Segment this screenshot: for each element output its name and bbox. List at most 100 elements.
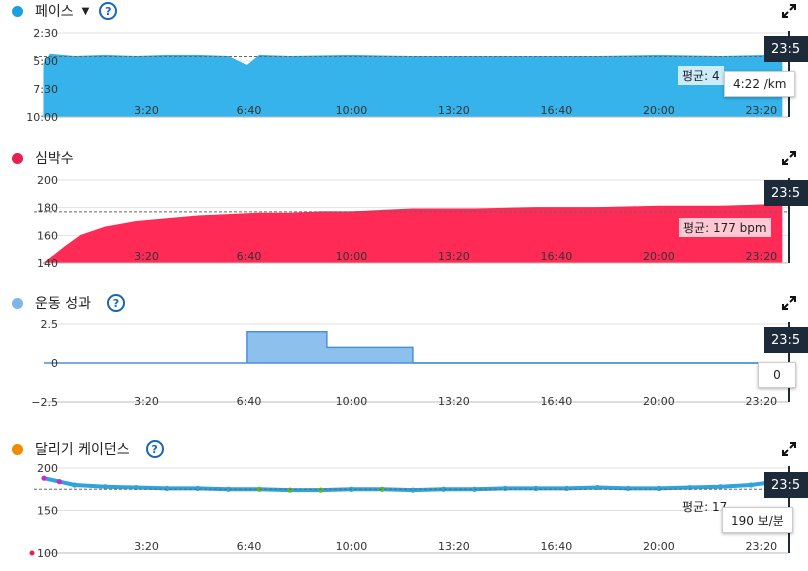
data-point [748,482,754,488]
pace-title-row: 페이스 ▼ ? [12,0,118,22]
outlier-point [29,550,35,556]
y-tick-label: 2:30 [33,27,58,40]
average-label: 평균: 4 [678,66,724,85]
x-tick-label: 20:00 [643,250,675,263]
data-point [379,486,385,492]
data-point [318,487,324,493]
x-tick-label: 10:00 [336,540,368,553]
performance-panel: 운동 성과 ? 2.5 0 −2.5 3:20 6:40 10:00 13:20 16:40 2… [0,292,808,417]
data-point [195,485,201,491]
heart-rate-chart: 200 180 160 140 3:20 6:40 10:00 13:20 16:40 20:00… [34,174,790,270]
heart-rate-panel: 심박수 200 180 160 140 3:20 6:40 10:00 13:20 16:40 2… [0,147,808,272]
cadence-panel: 달리기 케이던스 ? 200 150 100 3:20 6:40 10:00 13:20 16… [0,438,808,571]
x-tick-label: 10:00 [336,250,368,263]
data-point [564,485,570,491]
y-tick-label: 0 [51,357,58,370]
x-tick-label: 16:40 [541,104,573,117]
x-tick-label: 20:00 [643,395,675,408]
x-tick-label: 16:40 [541,395,573,408]
data-point [41,475,47,481]
data-point [656,485,662,491]
x-tick-label: 20:00 [643,104,675,117]
y-tick-label: 150 [37,505,58,518]
expand-icon[interactable] [782,442,796,456]
y-tick-label: 10:00 [26,111,58,124]
time-marker-label: 23:5 [764,180,808,206]
x-tick-label: 3:20 [134,250,159,263]
performance-chart: 2.5 0 −2.5 3:20 6:40 10:00 13:20 16:40 20:00 23:2… [31,318,790,409]
time-marker-label: 23:5 [764,327,808,353]
average-label: 평균: 17 [682,500,728,514]
x-tick-label: 3:20 [134,395,159,408]
x-tick-label: 3:20 [134,540,159,553]
x-tick-label: 20:00 [643,540,675,553]
expand-icon[interactable] [782,4,796,18]
data-point [625,485,631,491]
x-tick-label: 13:20 [438,540,470,553]
pace-title: 페이스 [35,4,74,20]
heart-rate-legend-dot [12,152,23,164]
x-tick-label: 23:20 [745,104,777,117]
data-point [502,485,508,491]
x-tick-label: 23:20 [745,395,777,408]
x-tick-label: 10:00 [336,395,368,408]
value-tooltip: 0 [758,362,796,388]
x-tick-label: 13:20 [438,104,470,117]
x-tick-label: 10:00 [336,104,368,117]
y-tick-label: 5:00 [33,55,58,68]
cadence-legend-dot [12,443,23,455]
data-point [287,487,293,493]
time-marker-label: 23:5 [764,36,808,62]
data-point [410,487,416,493]
pace-legend-dot [12,5,23,17]
y-tick-label: 200 [37,462,58,475]
x-tick-label: 23:20 [745,540,777,553]
data-point [164,485,170,491]
y-tick-label: 160 [37,229,58,242]
average-label: 평균: 177 bpm [679,218,771,237]
series-area [44,331,782,364]
x-tick-label: 16:40 [541,540,573,553]
pace-chart: 2:30 5:00 7:30 10:00 3:20 6:40 10:00 13:20 16:40… [26,27,790,124]
data-point [56,479,62,485]
data-point [72,482,78,488]
cadence-title: 달리기 케이던스 [35,442,130,458]
y-tick-label: 7:30 [33,83,58,96]
x-tick-label: 3:20 [134,104,159,117]
x-tick-label: 13:20 [438,395,470,408]
heart-rate-title-row: 심박수 [12,147,74,169]
x-tick-label: 13:20 [438,250,470,263]
help-icon[interactable]: ? [145,440,164,458]
series-line [43,476,776,493]
y-tick-label: 100 [37,547,58,560]
value-tooltip: 190 보/분 [722,507,793,533]
expand-icon[interactable] [782,151,796,165]
y-tick-label: 2.5 [41,318,59,331]
x-tick-label: 6:40 [237,395,262,408]
value-tooltip: 4:22 /km [724,71,796,97]
y-tick-label: 140 [37,257,58,270]
y-tick-label: 180 [37,202,58,215]
y-tick-label: 200 [37,174,58,187]
x-tick-label: 16:40 [541,250,573,263]
data-point [441,486,447,492]
x-tick-label: 6:40 [237,104,262,117]
data-point [717,484,723,490]
data-point [225,486,232,492]
help-icon[interactable]: ? [99,2,118,20]
expand-icon[interactable] [782,296,796,310]
y-tick-label: −2.5 [31,396,58,409]
x-tick-label: 23:20 [745,250,777,263]
cadence-chart: 200 150 100 3:20 6:40 10:00 13:20 16:40 20:00 23:… [29,462,790,560]
data-point [102,484,109,490]
heart-rate-title: 심박수 [35,151,74,167]
data-point [533,485,539,491]
chevron-down-icon[interactable]: ▼ [81,5,90,17]
pace-panel: 페이스 ▼ ? 2:30 5:00 7:30 10:00 3:20 6:40 10:00 13… [0,0,808,125]
performance-title: 운동 성과 [35,296,91,312]
time-marker-label: 23:5 [764,472,808,498]
performance-title-row: 운동 성과 ? [12,292,125,314]
x-tick-label: 6:40 [237,540,262,553]
performance-legend-dot [12,297,23,309]
help-icon[interactable]: ? [106,294,125,312]
